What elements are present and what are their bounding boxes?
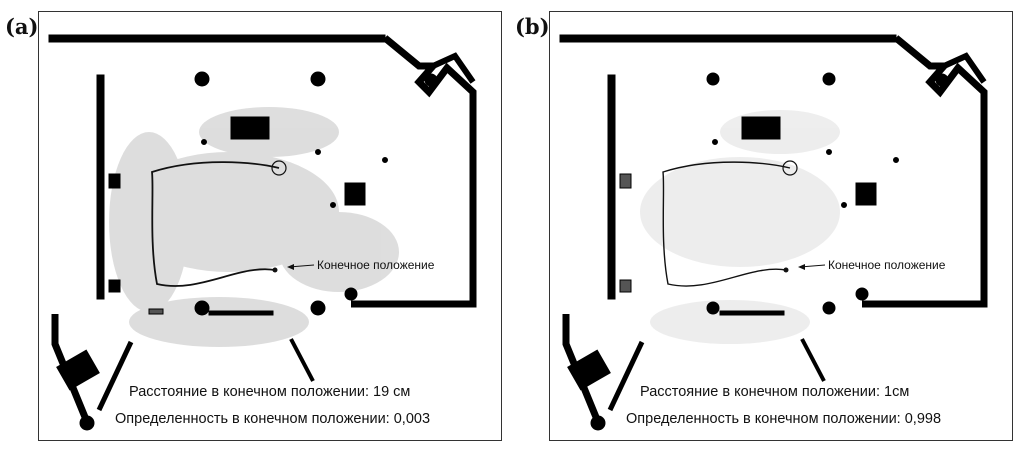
panel-a: Конечное положение Расстояние в конечном… [38,11,502,441]
noise-b [640,110,840,344]
certainty-text-b: Определенность в конечном положении: 0,9… [626,411,942,427]
walls-b [559,34,988,431]
noise-a [109,107,399,347]
robot-path-b [662,161,791,287]
start-marker-b [782,160,798,176]
final-position-label-a: Конечное положение [317,258,435,272]
map-a [48,34,477,431]
start-marker-a [271,160,287,176]
walls-a [48,34,477,431]
final-marker-b [783,267,789,273]
map-b [559,34,988,431]
final-position-label-b: Конечное положение [828,258,946,272]
certainty-text-a: Определенность в конечном положении: 0,0… [115,411,431,427]
distance-text-b: Расстояние в конечном положении: 1см [640,384,910,400]
robot-path-a [151,161,280,287]
final-marker-a [272,267,278,273]
panel-b-label: (b) [515,14,550,39]
panel-b: Конечное положение Расстояние в конечном… [549,11,1013,441]
panel-a-label: (a) [5,14,39,39]
distance-text-a: Расстояние в конечном положении: 19 см [129,384,411,400]
